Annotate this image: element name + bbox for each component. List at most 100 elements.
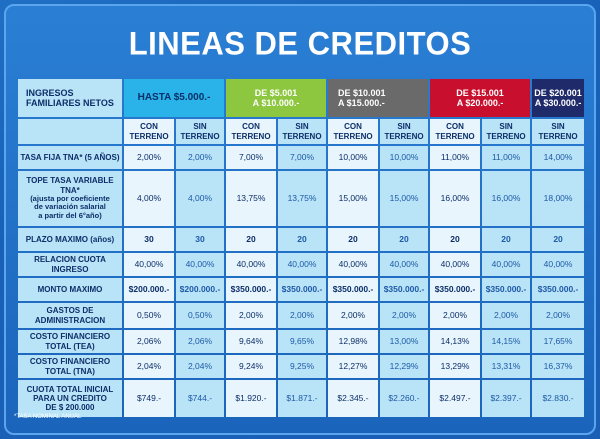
table-cell: 20 [380,228,429,251]
table-cell: $2.345.- [328,380,379,417]
row-label-line: TOTAL (TEA) [45,341,95,351]
table-cell: 2,00% [532,303,585,328]
row-label: COSTO FINANCIERO TOTAL (TEA) [18,330,122,353]
sub-sin-line1: SIN [295,122,309,132]
sub-sin-line1: SIN [499,122,513,132]
table-cell: $200.000.- [176,278,224,301]
range-3-line2: A $15.000.- [338,98,385,108]
table-cell: 20 [532,228,585,251]
table-cell: 12,29% [380,355,429,378]
row-label-line: de variación salarial [34,202,106,212]
table-cell: 7,00% [278,146,327,169]
sub-sin-line2: TERRENO [180,131,220,141]
table-cell: 2,04% [176,355,224,378]
table-cell: 10,00% [380,146,429,169]
table-cell: 11,00% [430,146,481,169]
table-cell: 4,00% [176,171,224,226]
table-cell: 16,37% [532,355,585,378]
table-cell: 15,00% [380,171,429,226]
table-cell: 9,25% [278,355,327,378]
table-cell: 40,00% [482,253,531,276]
table-cell: $350.000.- [482,278,531,301]
row-label: MONTO MAXIMO [18,278,122,301]
sub-sin: SIN TERRENO [532,119,585,144]
range-header-5: DE $20.001 A $30.000.- [532,79,585,117]
range-header-2: DE $5.001 A $10.000.- [226,79,327,117]
table-cell: $744.- [176,380,224,417]
table-cell: 40,00% [532,253,585,276]
table-cell: 40,00% [380,253,429,276]
sub-con: CON TERRENO [226,119,276,144]
row-label-line: COSTO FINANCIERO [29,332,111,342]
table-body: TASA FIJA TNA* (5 AÑOS) 2,00% 2,00% 7,00% 7,… [18,146,585,417]
table-cell: 13,75% [226,171,276,226]
row-label-line: MONTO MAXIMO [37,284,103,294]
table-cell: 16,00% [482,171,531,226]
page-title: LINEAS DE CREDITOS [128,25,472,62]
income-label-line1: INGRESOS [26,87,74,98]
credit-lines-table: INGRESOS FAMILIARES NETOS HASTA $5.000.-… [16,77,586,419]
table-cell: 17,65% [532,330,585,353]
table-cell: 2,06% [124,330,174,353]
table-row: RELACION CUOTA INGRESO 40,00% 40,00% 40,00%… [18,253,585,276]
table-cell: 20 [430,228,481,251]
row-label: RELACION CUOTA INGRESO [18,253,122,276]
table-cell: 20 [278,228,327,251]
table-cell: 20 [226,228,276,251]
table-cell: 2,00% [226,303,276,328]
table-cell: 10,00% [328,146,379,169]
table-row: TASA FIJA TNA* (5 AÑOS) 2,00% 2,00% 7,00% 7,… [18,146,585,169]
table-cell: $350.000.- [226,278,276,301]
row-label: GASTOS DE ADMINISTRACION [18,303,122,328]
table-cell: 40,00% [176,253,224,276]
footnote: *TASA NOMINAL ANUAL [14,414,82,420]
table-cell: $350.000.- [532,278,585,301]
row-label-line: GASTOS DE [46,306,94,316]
range-header-3: DE $10.001 A $15.000.- [328,79,429,117]
table-cell: 30 [176,228,224,251]
row-label: COSTO FINANCIERO TOTAL (TNA) [18,355,122,378]
table-cell: $2.397.- [482,380,531,417]
sub-sin-line2: TERRENO [538,131,578,141]
sub-sin-line1: SIN [397,122,411,132]
table-cell: $350.000.- [278,278,327,301]
range-header-1: HASTA $5.000.- [124,79,224,117]
row-label-line: (ajusta por coeficiente [30,193,110,203]
table-row: GASTOS DE ADMINISTRACION 0,50% 0,50% 2,00% 2,… [18,303,585,328]
table-cell: 40,00% [430,253,481,276]
range-2-line1: DE $5.001 [254,87,298,98]
table-cell: 7,00% [226,146,276,169]
table-cell: $350.000.- [380,278,429,301]
table-cell: 12,27% [328,355,379,378]
sub-sin-line1: SIN [551,122,565,132]
range-4-line2: A $20.000.- [456,98,504,108]
row-label: TOPE TASA VARIABLE TNA* (ajusta por coefi… [18,171,122,226]
row-label-line: PLAZO MAXIMO (años) [25,234,115,244]
row-label-line: CUOTA TOTAL INICIAL [26,384,114,394]
table-cell: 14,00% [532,146,585,169]
sub-con-line1: CON [140,122,158,132]
table-cell: 4,00% [124,171,174,226]
table-cell: 13,29% [430,355,481,378]
table-cell: 9,64% [226,330,276,353]
table-cell: 18,00% [532,171,585,226]
table-cell: 13,00% [380,330,429,353]
table-cell: 2,00% [380,303,429,328]
table-cell: $1.920.- [226,380,276,417]
row-label-line: COSTO FINANCIERO [29,357,111,367]
table-cell: 14,15% [482,330,531,353]
sub-con: CON TERRENO [328,119,379,144]
row-label: CUOTA TOTAL INICIAL PARA UN CREDITO DE $ 2… [18,380,122,417]
table-row: COSTO FINANCIERO TOTAL (TEA) 2,06% 2,06% 9,6… [18,330,585,353]
sub-con: CON TERRENO [124,119,174,144]
range-5-line1: DE $20.001 [534,87,582,98]
row-label-line: TOPE TASA VARIABLE TNA* [26,176,114,195]
income-label-line2: FAMILIARES NETOS [26,98,114,108]
table-cell: 9,24% [226,355,276,378]
table-cell: 12,98% [328,330,379,353]
table-cell: 2,00% [328,303,379,328]
table-cell: $350.000.- [430,278,481,301]
sub-sin: SIN TERRENO [380,119,429,144]
table-cell: $2.497.- [430,380,481,417]
table-cell: 9,65% [278,330,327,353]
